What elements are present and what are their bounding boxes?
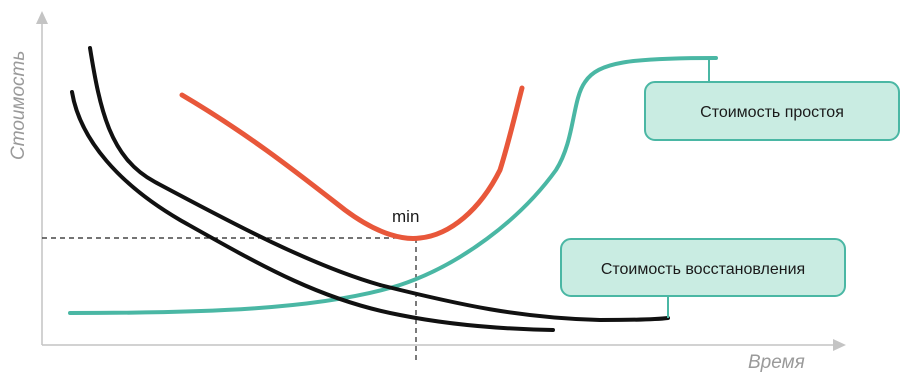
recovery-cost-curve-lower (70, 90, 555, 332)
recovery-cost-callout: Стоимость восстановления (560, 238, 846, 318)
recovery-cost-curve-upper (88, 46, 670, 323)
x-axis-arrow (833, 339, 846, 351)
minimum-guides (42, 237, 417, 362)
min-label: min (392, 207, 419, 226)
recovery-callout-box (560, 238, 846, 297)
downtime-cost-callout: Стоимость простоя (644, 58, 900, 141)
y-axis-arrow (36, 11, 48, 24)
x-axis-label: Время (748, 352, 805, 373)
downtime-cost-curve (68, 56, 718, 315)
recovery-cost-label: Стоимость восстановления (601, 261, 805, 278)
downtime-cost-label: Стоимость простоя (700, 104, 844, 121)
y-axis-label: Стоимость (8, 51, 29, 160)
total-cost-curve (179, 85, 525, 241)
downtime-callout-box (644, 81, 900, 141)
axes (36, 11, 846, 351)
